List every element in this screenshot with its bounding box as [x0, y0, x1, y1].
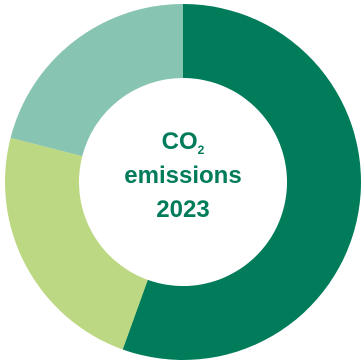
donut-slice-2: [4, 137, 148, 350]
chart-title-line-3: 2023: [156, 196, 210, 223]
donut-slice-1: [122, 4, 361, 360]
donut-slice-3: [10, 4, 184, 157]
chart-title-co: CO: [161, 128, 198, 155]
chart-title-subscript: 2: [197, 143, 205, 157]
chart-title-line-1: CO2: [80, 125, 286, 159]
chart-title: CO2 emissions 2023: [80, 125, 286, 227]
chart-title-line-2: emissions: [124, 162, 242, 189]
